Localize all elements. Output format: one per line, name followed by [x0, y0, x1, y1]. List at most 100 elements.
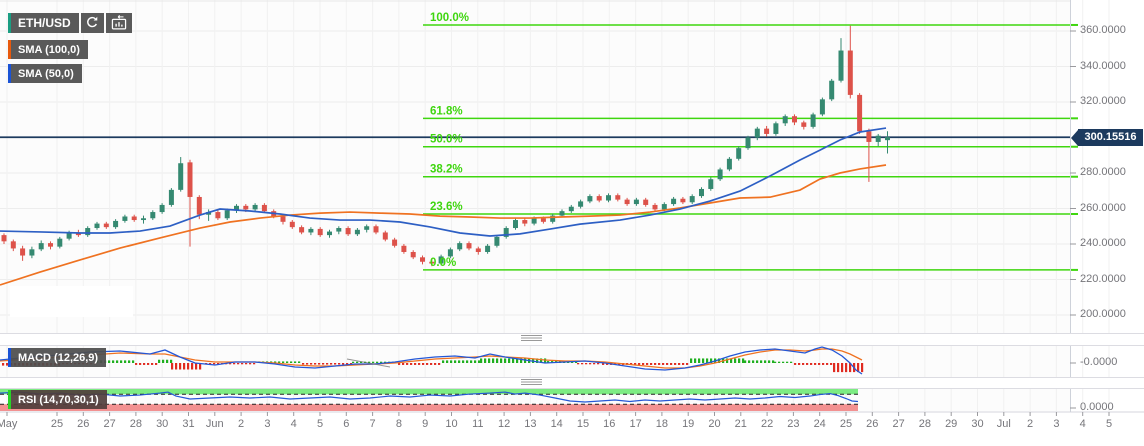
fib-label: 50.0%	[430, 134, 463, 146]
price-axis[interactable]: -0.0000 0.0000 360.0000 340.0000 320.0000 2…	[1070, 0, 1144, 413]
time-label: 3	[264, 418, 271, 430]
fib-label: 100.0%	[430, 12, 469, 24]
candle-body	[141, 218, 146, 221]
time-label: 18	[655, 418, 669, 430]
macd-histogram-bar	[360, 361, 363, 363]
legend-sma50[interactable]: SMA (50,0)	[8, 64, 82, 83]
fib-label: 38.2%	[430, 164, 463, 176]
candle-body	[726, 158, 732, 170]
candle-body	[792, 116, 797, 123]
auto-scale-button[interactable]	[105, 13, 132, 33]
candle-body	[606, 195, 611, 201]
macd-histogram-bar	[768, 360, 771, 363]
macd-histogram-bar	[593, 363, 596, 365]
candle-body	[550, 215, 556, 222]
candle-body	[345, 228, 351, 235]
macd-histogram-bar	[108, 360, 111, 363]
candle-body	[289, 221, 295, 228]
macd-histogram-bar	[406, 363, 409, 365]
legend-sma100[interactable]: SMA (100,0)	[8, 40, 88, 59]
fib-label: 0.0%	[430, 257, 456, 269]
macd-histogram-bar	[841, 363, 844, 373]
macd-histogram-bar	[306, 363, 309, 365]
macd-histogram-bar	[814, 363, 817, 365]
refresh-button[interactable]	[80, 13, 104, 33]
macd-histogram-bar	[410, 363, 413, 365]
candle-body	[48, 243, 53, 247]
macd-histogram-bar	[826, 363, 829, 365]
candle-body	[708, 179, 714, 189]
macd-histogram-bar	[764, 360, 767, 363]
macd-histogram-bar	[418, 363, 421, 365]
candle-body	[354, 229, 360, 235]
macd-histogram-bar	[547, 361, 550, 363]
macd-histogram-bar	[128, 360, 131, 363]
rsi-overbought-band	[0, 388, 858, 395]
macd-histogram-bar	[162, 359, 165, 363]
symbol-toolbar: ETH/USD	[8, 13, 132, 33]
candle-body	[522, 220, 528, 224]
candle-body	[587, 196, 593, 202]
macd-histogram-bar	[132, 360, 135, 363]
macd-histogram-bar	[282, 361, 285, 363]
macd-histogram-bar	[245, 363, 248, 365]
candle-body	[745, 137, 751, 149]
macd-histogram-bar	[734, 358, 737, 363]
candle-body	[736, 148, 742, 159]
time-label: 31	[182, 418, 195, 430]
time-label: 5	[316, 418, 324, 430]
macd-histogram-bar	[151, 363, 154, 365]
time-label: 2	[1027, 418, 1034, 430]
macd-histogram-bar	[474, 360, 477, 363]
macd-axis-value: -0.0000	[1080, 356, 1118, 368]
symbol-accent-bar	[8, 13, 11, 33]
sma100-line	[0, 164, 887, 286]
rsi-accent-bar	[8, 390, 11, 409]
panel-separator-2[interactable]	[0, 377, 1144, 389]
macd-histogram-bar	[249, 363, 252, 365]
macd-histogram-bar	[338, 363, 341, 365]
macd-histogram-bar	[213, 363, 216, 365]
macd-histogram-bar	[516, 358, 519, 363]
macd-histogram-bar	[356, 361, 359, 363]
macd-histogram-bar	[442, 360, 445, 363]
panel-separator-1[interactable]	[0, 333, 1144, 346]
candle-body	[336, 228, 342, 232]
symbol-badge[interactable]: ETH/USD	[8, 13, 79, 33]
candle-body	[578, 201, 584, 207]
candle-body	[94, 223, 100, 229]
time-axis[interactable]: May 25 26 27 28 30 31 Jun 2 3 4 5 6 7 8 9 10 11 12 13 14 15 16…	[0, 412, 1144, 446]
candle-body	[633, 199, 639, 205]
macd-histogram-bar	[458, 360, 461, 363]
symbol-label: ETH/USD	[18, 16, 71, 30]
legend-rsi[interactable]: RSI (14,70,30,1)	[8, 390, 107, 409]
macd-histogram-bar	[790, 361, 793, 363]
candle-body	[420, 257, 425, 262]
macd-histogram-bar	[606, 363, 609, 365]
macd-histogram-bar	[430, 363, 433, 365]
candle-body	[29, 249, 35, 256]
time-label: 22	[760, 418, 774, 430]
macd-histogram-bar	[191, 363, 194, 370]
macd-histogram-bar	[658, 363, 661, 365]
panel-drag-handle-2[interactable]	[521, 379, 542, 387]
panel-drag-handle-1[interactable]	[521, 335, 542, 343]
macd-histogram-bar	[830, 363, 833, 365]
macd-histogram-bar	[698, 358, 701, 363]
price-tick-label: 260.0000	[1080, 201, 1126, 214]
macd-histogram-bar	[589, 363, 592, 365]
macd-histogram-bar	[646, 363, 649, 365]
macd-histogram-bar	[352, 361, 355, 363]
legend-macd[interactable]: MACD (12,26,9)	[8, 348, 107, 367]
macd-histogram-bar	[726, 358, 729, 363]
time-label: 27	[103, 418, 116, 430]
macd-histogram-bar	[833, 363, 836, 373]
sma100-accent-bar	[8, 40, 11, 59]
macd-histogram-bar	[484, 358, 487, 363]
macd-histogram-bar	[577, 363, 580, 365]
macd-histogram-bar	[544, 358, 547, 363]
macd-histogram-bar	[837, 363, 840, 373]
macd-histogram-bar	[422, 363, 425, 365]
macd-histogram-bar	[286, 361, 289, 363]
macd-histogram-bar	[706, 358, 709, 363]
